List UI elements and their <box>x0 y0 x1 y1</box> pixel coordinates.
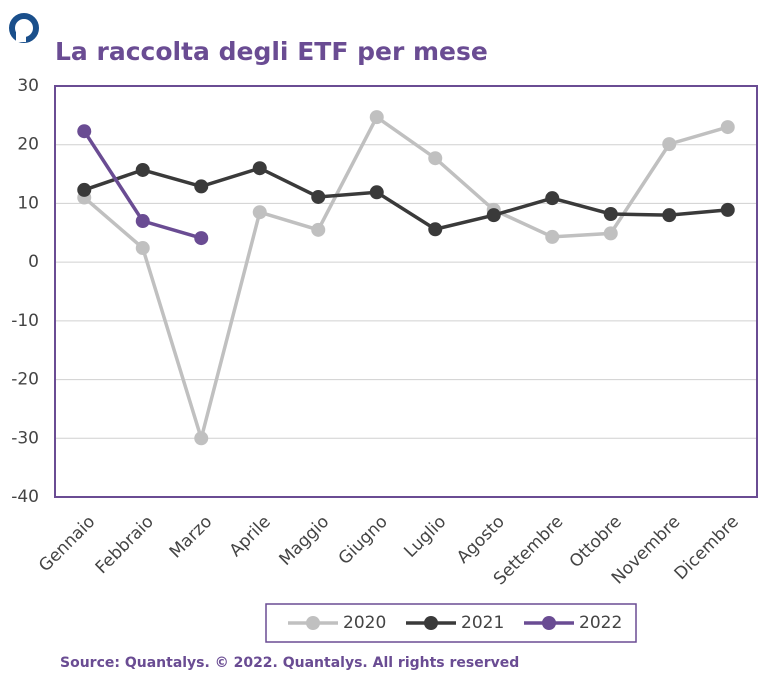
x-tick-label: Gennaio <box>35 512 99 576</box>
series-line <box>83 114 729 445</box>
point <box>194 431 209 446</box>
point <box>311 189 326 204</box>
x-tick-label: Dicembre <box>671 512 743 584</box>
x-tick-label: Aprile <box>226 512 275 561</box>
x-tick-label: Luglio <box>400 512 450 562</box>
series-line <box>83 166 728 232</box>
legend-marker <box>542 616 556 630</box>
point <box>311 222 326 237</box>
y-tick-label: 10 <box>17 193 39 213</box>
x-tick-label: Ottobre <box>566 512 626 572</box>
point <box>428 151 443 166</box>
point <box>194 231 209 246</box>
legend-marker <box>306 616 320 630</box>
point <box>545 191 560 206</box>
y-tick-label: 20 <box>17 135 39 155</box>
y-tick-label: -30 <box>11 428 39 448</box>
point <box>720 202 735 217</box>
point <box>135 214 150 229</box>
point <box>369 110 384 125</box>
y-tick-label: -20 <box>11 370 39 390</box>
point <box>194 179 209 194</box>
y-tick-label: 0 <box>28 252 39 272</box>
point <box>252 205 267 220</box>
point <box>77 182 92 197</box>
y-tick-label: -10 <box>11 311 39 331</box>
point <box>135 162 150 177</box>
plot-frame <box>54 85 758 498</box>
x-tick-label: Giugno <box>335 512 392 569</box>
legend-label: 2022 <box>579 613 622 633</box>
point <box>720 120 735 135</box>
point <box>252 161 267 176</box>
x-tick-label: Maggio <box>275 512 333 570</box>
y-tick-label: 30 <box>17 76 39 96</box>
point <box>77 124 92 139</box>
source: Source: Quantalys. © 2022. Quantalys. Al… <box>60 655 519 671</box>
x-tick-label: Agosto <box>453 512 509 568</box>
legend-marker <box>424 616 438 630</box>
point <box>369 185 384 200</box>
point <box>662 208 677 223</box>
legend-label: 2021 <box>461 613 504 633</box>
point <box>662 137 677 152</box>
chart-title: La raccolta degli ETF per mese <box>55 37 488 66</box>
point <box>486 208 501 223</box>
x-tick-label: Marzo <box>166 512 216 562</box>
y-tick-label: -40 <box>11 487 39 507</box>
x-tick-label: Febbraio <box>92 512 158 578</box>
point <box>428 222 443 237</box>
point <box>603 226 618 241</box>
legend-label: 2020 <box>343 613 386 633</box>
point <box>603 206 618 221</box>
point <box>545 229 560 244</box>
logo-cut <box>16 28 26 42</box>
point <box>135 241 150 256</box>
